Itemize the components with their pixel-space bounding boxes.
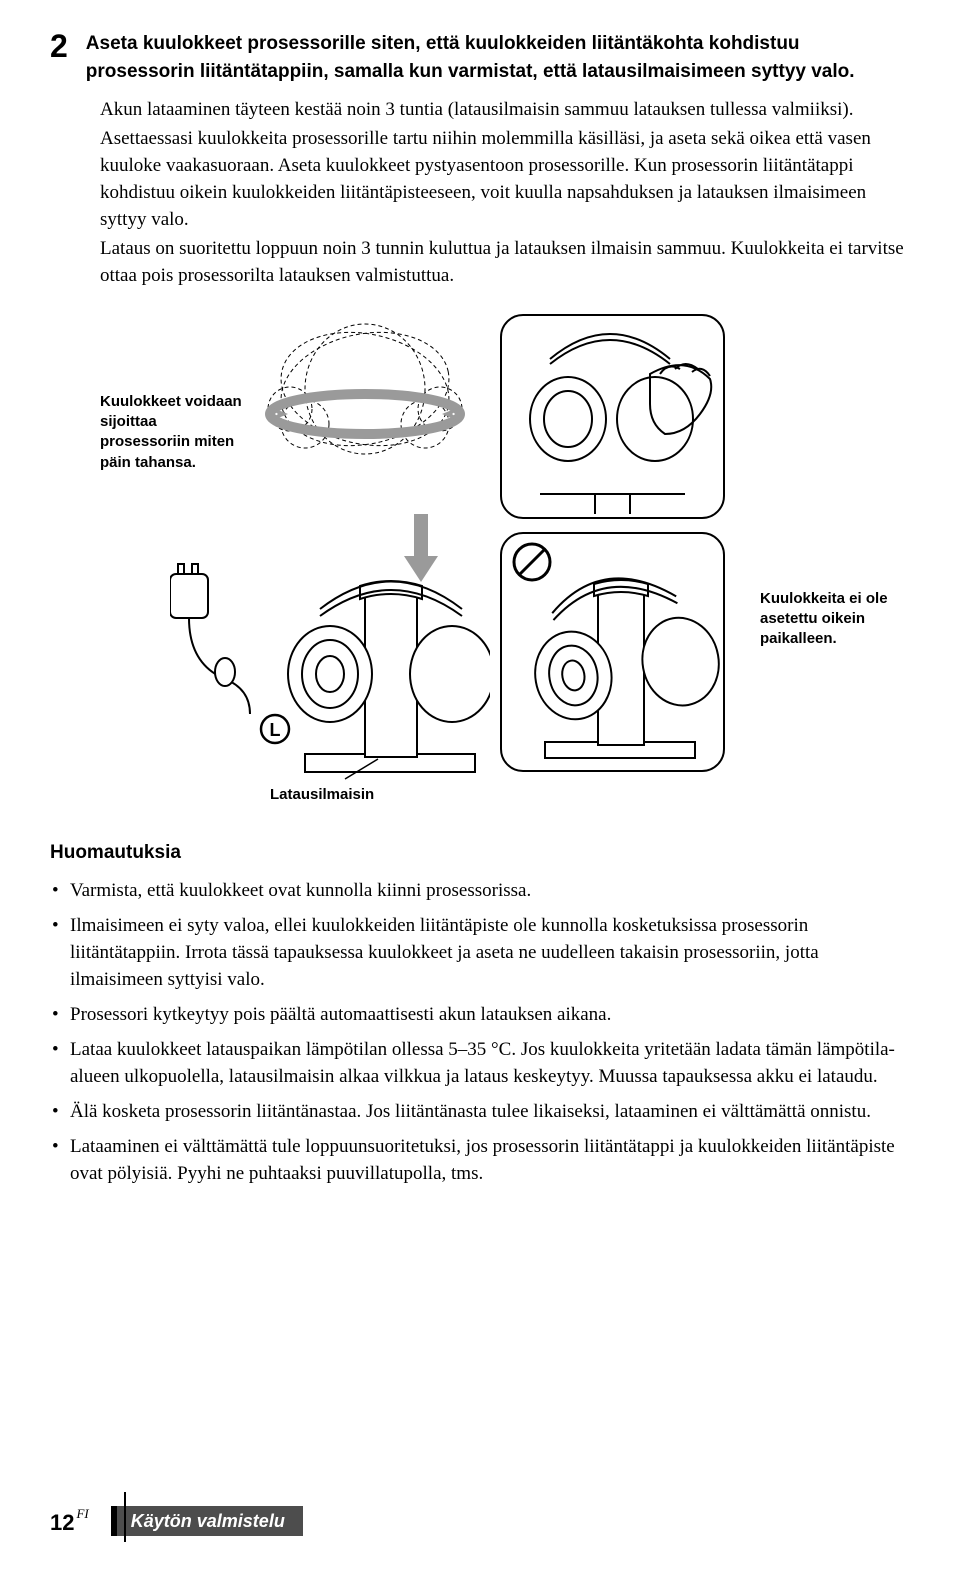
page-number: 12 [50,1512,74,1534]
illustration-on-stand: L [170,514,490,794]
figure-area: Kuulokkeet voidaan sijoittaa prosessorii… [100,314,860,814]
left-marker: L [270,720,281,740]
note-item: Lataaminen ei välttämättä tule loppuunsu… [50,1134,910,1188]
illustration-hand-placing [500,314,725,519]
page-language: FI [76,1506,88,1522]
step-paragraph-3: Lataus on suoritettu loppuun noin 3 tunn… [100,236,910,290]
note-item: Varmista, että kuulokkeet ovat kunnolla … [50,878,910,905]
step-title: Aseta kuulokkeet prosessorille siten, et… [86,30,910,85]
illustration-orientation [250,314,480,514]
footer-divider [124,1492,126,1542]
step-body: Akun lataaminen täyteen kestää noin 3 tu… [100,97,910,290]
caption-incorrect-placement: Kuulokkeita ei ole asetettu oikein paika… [760,589,900,650]
note-item: Lataa kuulokkeet latauspaikan lämpötilan… [50,1037,910,1091]
step-paragraph-1: Akun lataaminen täyteen kestää noin 3 tu… [100,97,910,124]
caption-any-orientation: Kuulokkeet voidaan sijoittaa prosessorii… [100,392,250,473]
page-footer: 12 FI Käytön valmistelu [0,1504,303,1540]
step-number: 2 [50,30,68,62]
illustration-incorrect [500,532,725,772]
notes-heading: Huomautuksia [50,842,910,864]
step-paragraph-2: Asettaessasi kuulokkeita prosessorille t… [100,126,910,234]
step-header: 2 Aseta kuulokkeet prosessorille siten, … [50,30,910,85]
note-item: Ilmaisimeen ei syty valoa, ellei kuulokk… [50,913,910,994]
notes-list: Varmista, että kuulokkeet ovat kunnolla … [50,878,910,1188]
section-tab: Käytön valmistelu [111,1506,303,1536]
note-item: Älä kosketa prosessorin liitäntänastaa. … [50,1099,910,1126]
note-item: Prosessori kytkeytyy pois päältä automaa… [50,1002,910,1029]
